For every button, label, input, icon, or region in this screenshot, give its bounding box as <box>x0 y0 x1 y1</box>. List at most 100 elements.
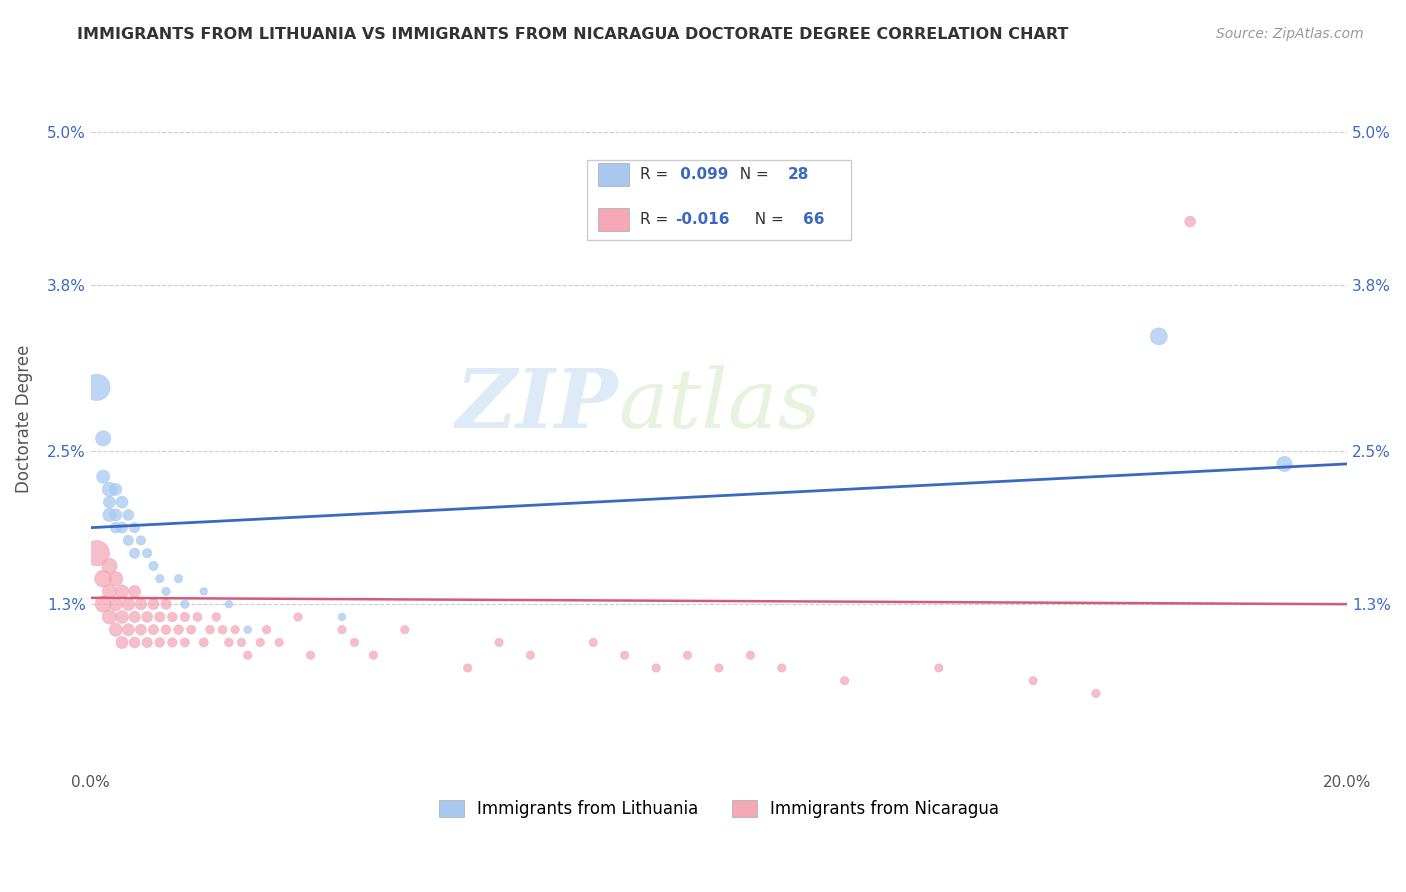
Point <box>129 597 152 611</box>
Point <box>343 635 366 649</box>
Point <box>249 635 271 649</box>
Point <box>111 635 134 649</box>
Text: Source: ZipAtlas.com: Source: ZipAtlas.com <box>1216 27 1364 41</box>
Point <box>1180 214 1202 228</box>
Point <box>98 483 121 497</box>
Point <box>124 584 146 599</box>
Text: IMMIGRANTS FROM LITHUANIA VS IMMIGRANTS FROM NICARAGUA DOCTORATE DEGREE CORRELAT: IMMIGRANTS FROM LITHUANIA VS IMMIGRANTS … <box>77 27 1069 42</box>
Point <box>155 623 177 637</box>
Point <box>173 597 195 611</box>
Point <box>1022 673 1045 688</box>
Point <box>928 661 950 675</box>
Point <box>582 635 605 649</box>
Point <box>142 597 165 611</box>
Point <box>155 584 177 599</box>
Point <box>136 546 159 560</box>
Point <box>98 584 121 599</box>
Point <box>330 623 353 637</box>
Point <box>269 635 291 649</box>
Point <box>86 380 108 394</box>
Point <box>236 623 259 637</box>
Y-axis label: Doctorate Degree: Doctorate Degree <box>15 345 32 493</box>
Point <box>117 533 139 548</box>
Point <box>488 635 510 649</box>
Point <box>205 610 228 624</box>
Point <box>1147 329 1170 343</box>
Point <box>98 495 121 509</box>
Point <box>173 635 195 649</box>
Text: N =: N = <box>730 167 773 182</box>
Point <box>299 648 322 663</box>
Point <box>111 495 134 509</box>
Point <box>770 661 793 675</box>
Text: -0.016: -0.016 <box>675 212 730 227</box>
Point <box>740 648 762 663</box>
Point <box>142 623 165 637</box>
Point <box>256 623 278 637</box>
Point <box>186 610 208 624</box>
Point <box>129 623 152 637</box>
Point <box>218 635 240 649</box>
Point <box>98 610 121 624</box>
Point <box>117 508 139 522</box>
Point <box>124 635 146 649</box>
Point <box>193 635 215 649</box>
Point <box>129 533 152 548</box>
Text: 28: 28 <box>787 167 808 182</box>
Point <box>91 431 114 445</box>
Point <box>457 661 479 675</box>
Point <box>707 661 730 675</box>
Point <box>98 558 121 573</box>
Point <box>91 572 114 586</box>
Point <box>104 572 127 586</box>
Point <box>117 623 139 637</box>
Point <box>111 584 134 599</box>
Point <box>231 635 253 649</box>
Text: 0.099: 0.099 <box>675 167 728 182</box>
Point <box>676 648 699 663</box>
Point <box>218 597 240 611</box>
FancyBboxPatch shape <box>598 163 630 186</box>
FancyBboxPatch shape <box>586 160 851 240</box>
Point <box>104 521 127 535</box>
Point <box>193 584 215 599</box>
Point <box>211 623 233 637</box>
Point <box>104 508 127 522</box>
Legend: Immigrants from Lithuania, Immigrants from Nicaragua: Immigrants from Lithuania, Immigrants fr… <box>432 793 1005 825</box>
Point <box>86 546 108 560</box>
Point <box>167 623 190 637</box>
Point <box>363 648 385 663</box>
Point <box>117 597 139 611</box>
Point <box>98 508 121 522</box>
Point <box>519 648 541 663</box>
Point <box>149 610 172 624</box>
Point <box>180 623 202 637</box>
Point <box>173 610 195 624</box>
Point <box>330 610 353 624</box>
Point <box>124 610 146 624</box>
Point <box>645 661 668 675</box>
Point <box>104 623 127 637</box>
Point <box>91 597 114 611</box>
Text: 66: 66 <box>803 212 825 227</box>
Point <box>104 483 127 497</box>
Point <box>111 610 134 624</box>
Text: N =: N = <box>745 212 789 227</box>
Text: ZIP: ZIP <box>456 365 619 445</box>
Point <box>142 558 165 573</box>
Point <box>1274 457 1296 471</box>
Point <box>136 610 159 624</box>
Point <box>162 635 184 649</box>
Point <box>91 469 114 483</box>
Text: R =: R = <box>640 167 673 182</box>
Point <box>198 623 221 637</box>
Point <box>149 635 172 649</box>
Point <box>1084 686 1107 700</box>
Point <box>111 521 134 535</box>
Point <box>224 623 246 637</box>
Text: R =: R = <box>640 212 673 227</box>
Point <box>167 572 190 586</box>
Point <box>162 610 184 624</box>
Point <box>124 546 146 560</box>
Point <box>287 610 309 624</box>
